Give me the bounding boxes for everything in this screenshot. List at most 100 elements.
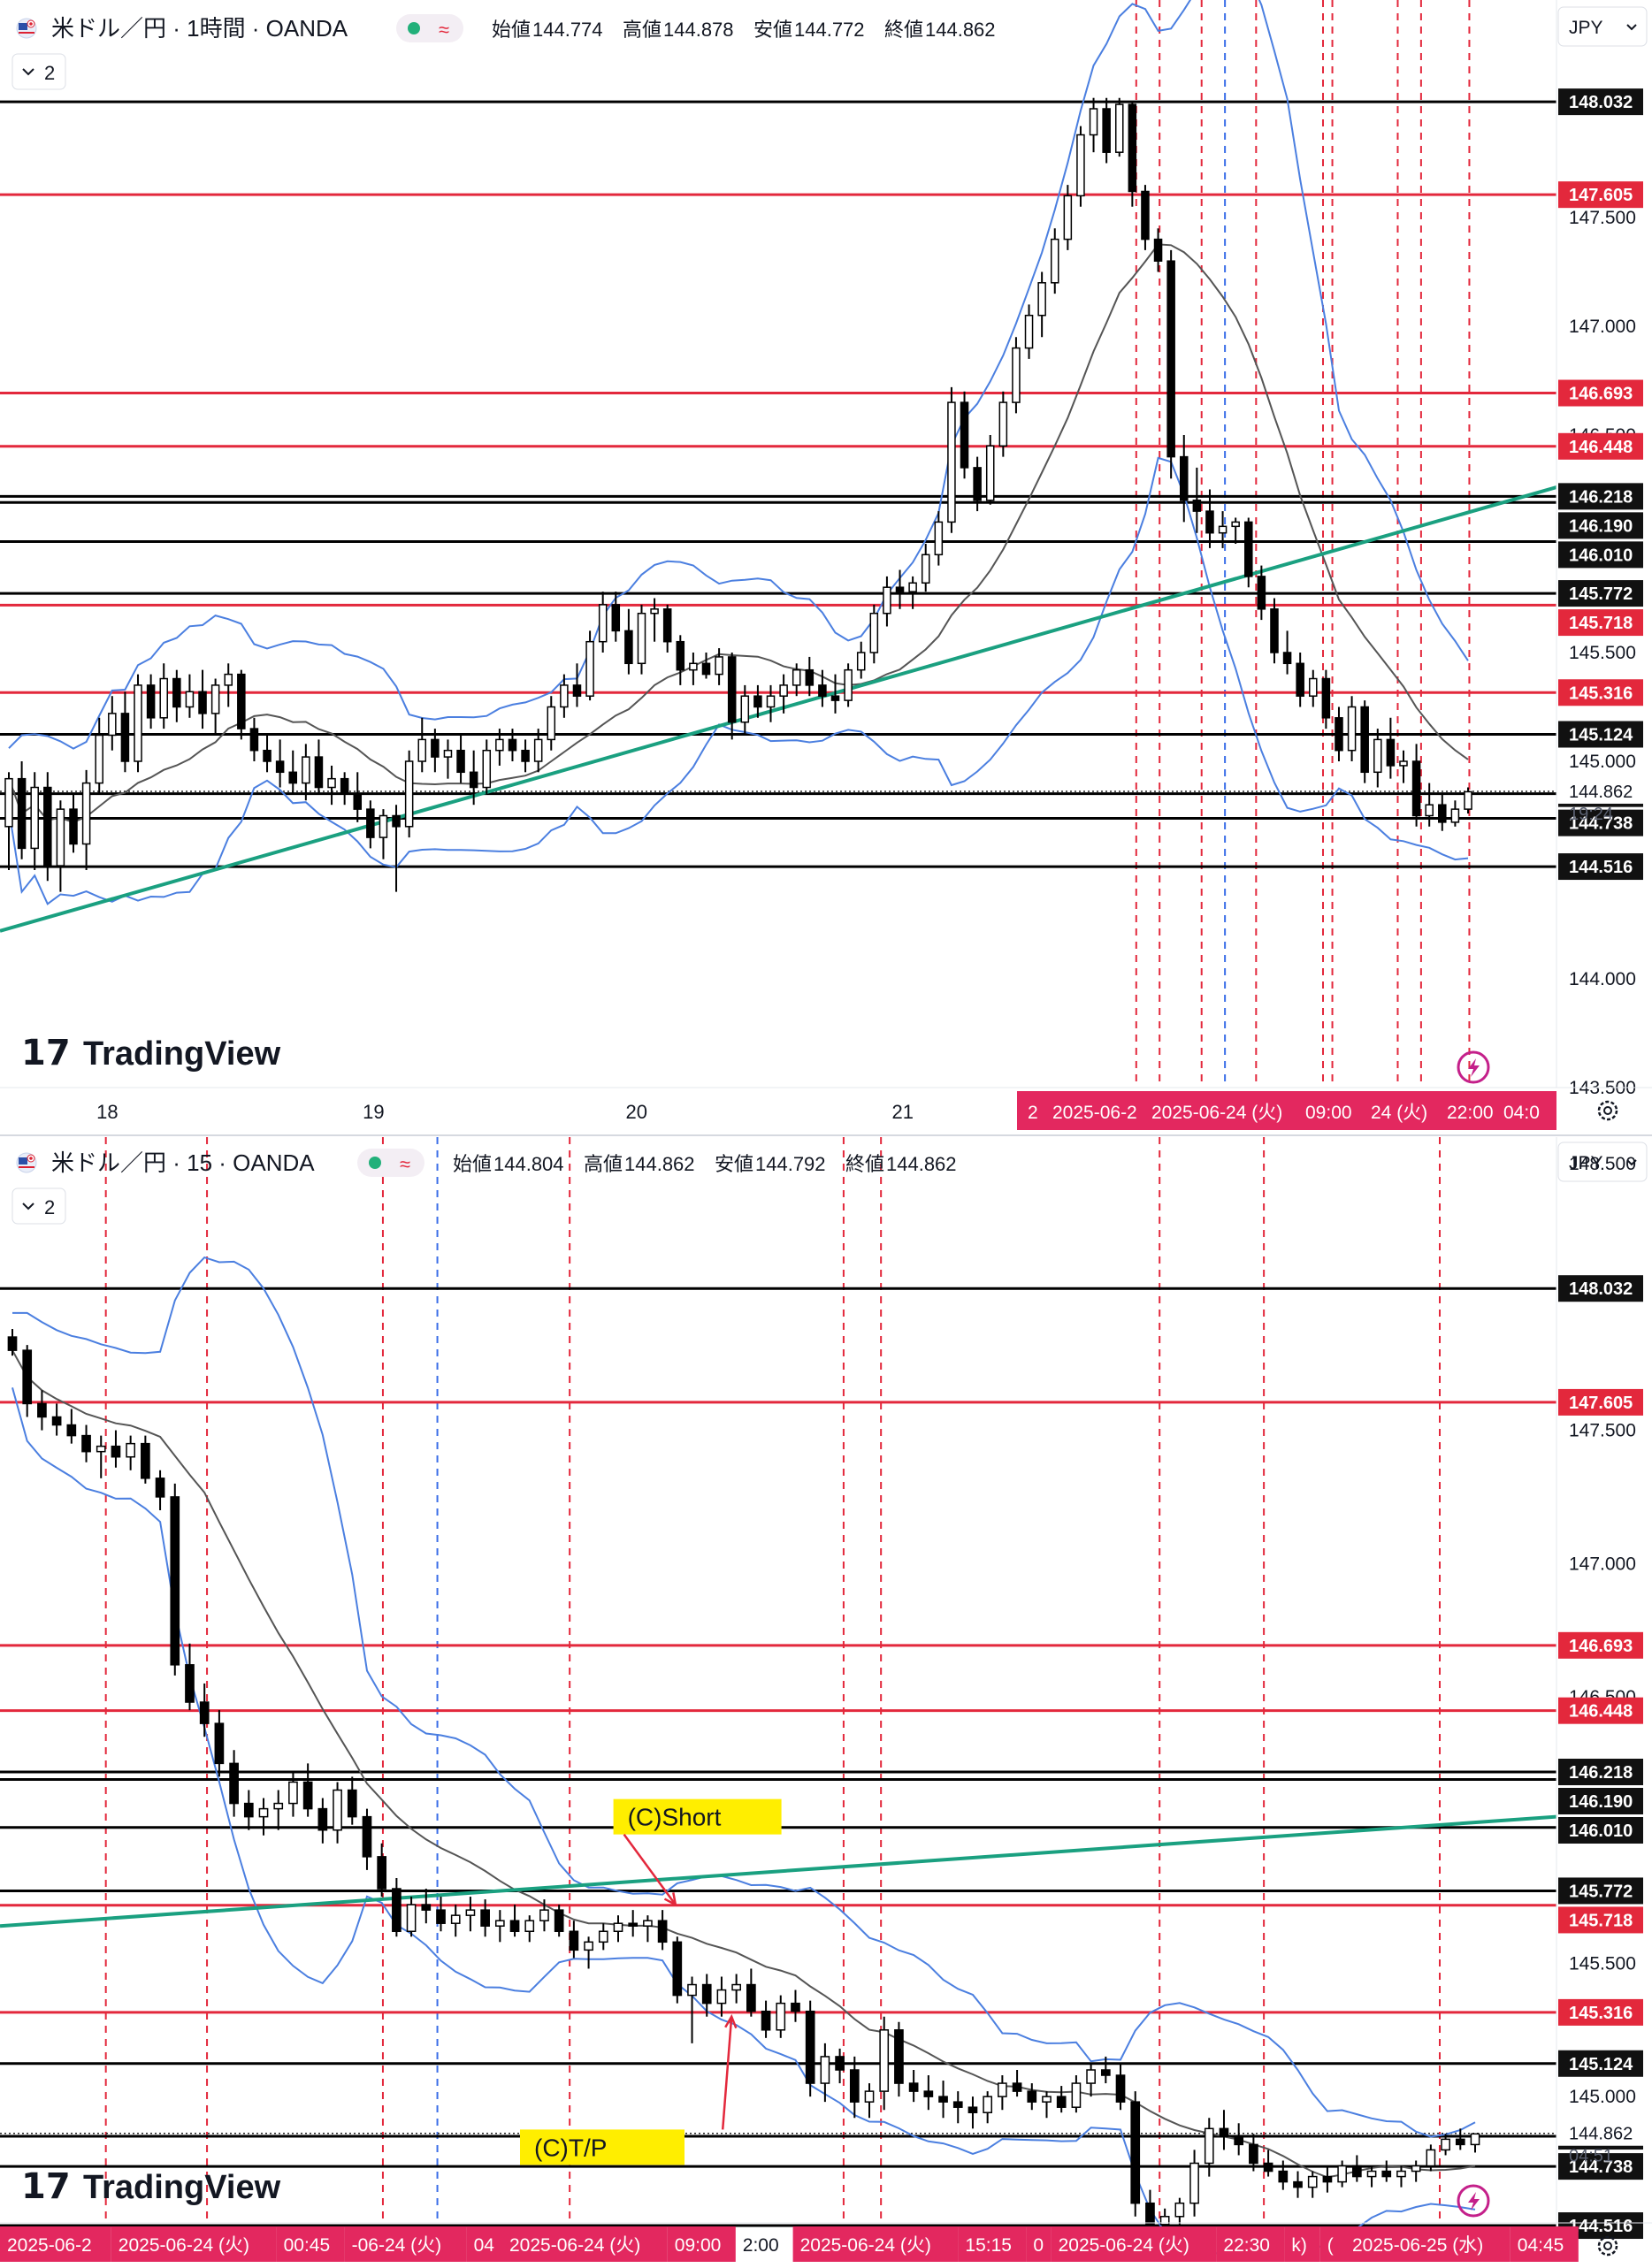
- candle[interactable]: [835, 2056, 845, 2071]
- candle[interactable]: [554, 1909, 564, 1933]
- candle[interactable]: [141, 1442, 150, 1479]
- candle[interactable]: [417, 738, 427, 762]
- candle[interactable]: [1441, 2138, 1450, 2151]
- candle[interactable]: [524, 1920, 535, 1933]
- plot-area-15m[interactable]: (C)Short (C)T/P: [0, 1137, 1556, 2262]
- candle[interactable]: [108, 713, 117, 737]
- candle[interactable]: [1426, 2149, 1436, 2167]
- candle[interactable]: [7, 1336, 18, 1351]
- candle[interactable]: [508, 738, 517, 752]
- lightning-icon[interactable]: [1457, 2184, 1490, 2218]
- candle[interactable]: [214, 1722, 225, 1765]
- candle[interactable]: [1322, 2175, 1333, 2183]
- candle[interactable]: [1089, 108, 1098, 136]
- candle[interactable]: [766, 695, 776, 708]
- candle[interactable]: [1396, 2170, 1406, 2178]
- candle[interactable]: [1335, 717, 1343, 752]
- time-axis[interactable]: 2025-06-2 2025-06-24 (火) 00:45 -06-24 (火) 04…: [0, 2222, 1652, 2262]
- candle[interactable]: [431, 738, 440, 758]
- candle[interactable]: [224, 673, 233, 686]
- candle[interactable]: [1411, 2165, 1421, 2173]
- candle[interactable]: [1231, 521, 1240, 528]
- candle[interactable]: [676, 640, 685, 671]
- chart-panel-15m[interactable]: (C)Short(C)T/P 米ドル／円 · 15 · OANDA ≈ 始値 14…: [0, 1134, 1652, 2262]
- candle[interactable]: [1244, 521, 1253, 577]
- candle[interactable]: [844, 668, 853, 701]
- candle[interactable]: [746, 1983, 756, 2012]
- candle[interactable]: [1204, 2127, 1214, 2165]
- candle[interactable]: [1321, 677, 1331, 719]
- candle[interactable]: [805, 2010, 815, 2084]
- candle[interactable]: [856, 652, 866, 671]
- candle[interactable]: [921, 554, 930, 584]
- candle[interactable]: [923, 2090, 934, 2097]
- candle[interactable]: [613, 1922, 623, 1933]
- candle[interactable]: [1366, 2170, 1377, 2178]
- candle[interactable]: [895, 586, 905, 592]
- candle[interactable]: [805, 668, 815, 686]
- price-axis[interactable]: JPY 147.500147.000146.500145.500145.0001…: [1556, 0, 1648, 1098]
- candle[interactable]: [779, 684, 788, 697]
- annotation[interactable]: (C)T/P: [520, 2013, 738, 2165]
- candle[interactable]: [998, 2082, 1007, 2097]
- candle[interactable]: [521, 749, 530, 762]
- candle[interactable]: [443, 749, 453, 758]
- trendline[interactable]: [0, 485, 1556, 933]
- candle[interactable]: [1063, 195, 1073, 241]
- candle[interactable]: [392, 814, 401, 828]
- candle[interactable]: [818, 684, 827, 697]
- candle[interactable]: [69, 808, 78, 845]
- candle[interactable]: [1219, 2127, 1229, 2138]
- candle[interactable]: [120, 713, 130, 762]
- price-axis[interactable]: JPY 148.500147.500147.000146.500145.5001…: [1556, 1137, 1648, 2257]
- candle[interactable]: [17, 777, 27, 850]
- candle[interactable]: [450, 1914, 461, 1924]
- candle[interactable]: [258, 1807, 269, 1818]
- candle[interactable]: [347, 1789, 357, 1818]
- candle[interactable]: [1153, 238, 1163, 262]
- candle[interactable]: [731, 1983, 741, 1991]
- candle[interactable]: [689, 662, 698, 671]
- candle[interactable]: [1042, 2096, 1052, 2103]
- candle[interactable]: [1141, 190, 1150, 241]
- candle[interactable]: [95, 734, 103, 784]
- candle[interactable]: [111, 1445, 121, 1458]
- candle[interactable]: [172, 677, 181, 708]
- candle[interactable]: [869, 612, 879, 653]
- currency-selector[interactable]: JPY: [1557, 6, 1648, 47]
- candle[interactable]: [1307, 2175, 1318, 2188]
- candle[interactable]: [740, 695, 750, 723]
- status-pill[interactable]: ≈: [396, 14, 463, 42]
- candle[interactable]: [1024, 314, 1034, 349]
- candle[interactable]: [406, 1904, 417, 1933]
- candle[interactable]: [1438, 804, 1447, 823]
- candle[interactable]: [379, 814, 388, 838]
- candle[interactable]: [938, 2096, 948, 2103]
- candle[interactable]: [1464, 790, 1472, 810]
- candle[interactable]: [126, 1442, 136, 1458]
- candle[interactable]: [480, 1909, 490, 1927]
- candle[interactable]: [1351, 2165, 1362, 2178]
- candle[interactable]: [482, 749, 492, 789]
- candle[interactable]: [302, 1781, 313, 1810]
- candle[interactable]: [66, 1424, 77, 1437]
- candle[interactable]: [317, 1807, 328, 1831]
- candle[interactable]: [1076, 134, 1085, 197]
- candle[interactable]: [1115, 2074, 1126, 2103]
- candle[interactable]: [302, 756, 310, 784]
- annotation[interactable]: (C)Short: [613, 1798, 782, 1907]
- candle[interactable]: [1027, 2090, 1037, 2103]
- candle[interactable]: [701, 662, 711, 676]
- candle[interactable]: [421, 1904, 432, 1911]
- candle[interactable]: [249, 728, 259, 752]
- annotations[interactable]: (C)Short (C)T/P: [520, 1798, 782, 2165]
- candle[interactable]: [598, 604, 608, 643]
- candle[interactable]: [1309, 677, 1318, 697]
- candle[interactable]: [533, 738, 543, 762]
- candle[interactable]: [820, 2056, 830, 2084]
- candle[interactable]: [1381, 2170, 1392, 2178]
- candle[interactable]: [960, 401, 969, 469]
- lightning-icon[interactable]: [1457, 1050, 1490, 1084]
- candle[interactable]: [22, 1349, 33, 1405]
- candle[interactable]: [585, 640, 594, 697]
